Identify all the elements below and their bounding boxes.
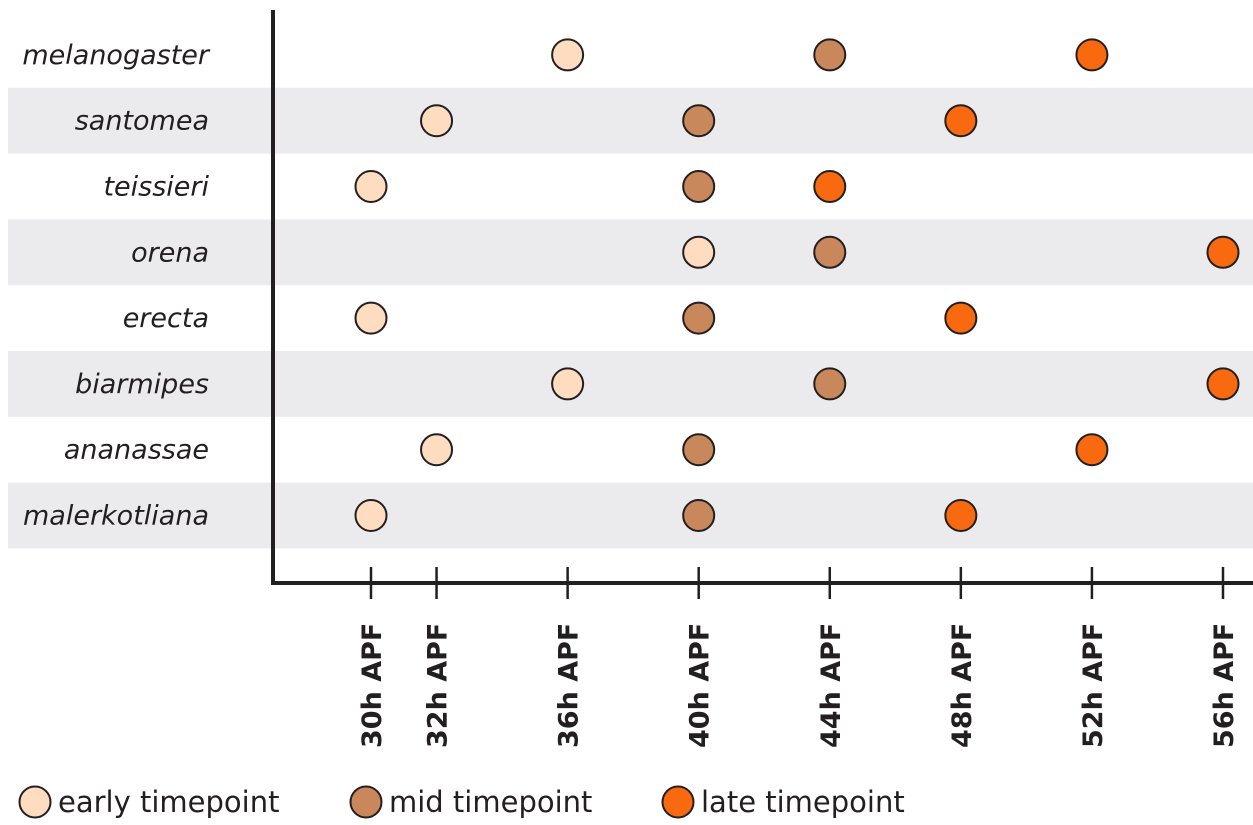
late-point-melanogaster: [1075, 38, 1109, 72]
early-point-orena: [682, 235, 716, 269]
mid-point-malerkotliana: [682, 499, 716, 532]
late-point-orena: [1206, 235, 1240, 269]
mid-point-ananassae: [682, 433, 716, 467]
row-label-malerkotliana: malerkotliana: [23, 501, 209, 532]
x-ticks: [369, 567, 1225, 599]
late-point-ananassae: [1075, 433, 1109, 467]
row-labels: melanogaster santomea teissieri orena erecta…: [22, 40, 211, 532]
row-label-ananassae: ananassae: [64, 435, 209, 466]
early-point-erecta: [354, 301, 388, 335]
x-tick-label-44: 44h APF: [816, 623, 847, 748]
row-label-santomea: santomea: [75, 106, 209, 137]
x-tick-label-30: 30h APF: [357, 623, 388, 748]
row-label-erecta: erecta: [123, 303, 209, 334]
row-label-biarmipes: biarmipes: [75, 369, 209, 400]
row-stripe-biarmipes: [8, 351, 1253, 417]
mid-point-santomea: [682, 104, 716, 138]
late-point-malerkotliana: [944, 499, 978, 532]
early-point-biarmipes: [551, 367, 585, 401]
x-tick-label-32: 32h APF: [423, 623, 454, 748]
legend-marker-late: [661, 785, 695, 819]
row-stripe-santomea: [8, 87, 1253, 154]
late-point-erecta: [944, 301, 978, 335]
mid-point-biarmipes: [813, 367, 847, 401]
x-tick-label-52: 52h APF: [1078, 623, 1109, 748]
late-point-biarmipes: [1206, 367, 1240, 401]
early-point-melanogaster: [551, 38, 585, 72]
legend: early timepoint mid timepoint late timepoi…: [18, 785, 905, 819]
x-tick-label-56: 56h APF: [1209, 623, 1240, 748]
axes: [271, 10, 1253, 585]
x-tick-label-48: 48h APF: [947, 623, 978, 748]
legend-label-early: early timepoint: [58, 785, 279, 819]
data-points: [354, 38, 1240, 532]
early-point-ananassae: [420, 433, 454, 467]
row-stripes: [8, 87, 1253, 549]
legend-marker-early: [18, 785, 52, 819]
late-point-santomea: [944, 104, 978, 138]
x-tick-labels: 30h APF 32h APF 36h APF 40h APF 44h APF 48h A…: [357, 623, 1240, 748]
early-point-teissieri: [354, 170, 388, 203]
mid-point-orena: [813, 235, 847, 269]
early-point-malerkotliana: [354, 499, 388, 532]
row-stripe-orena: [8, 219, 1253, 286]
row-stripe-malerkotliana: [8, 482, 1253, 549]
row-label-orena: orena: [131, 237, 209, 268]
mid-point-erecta: [682, 301, 716, 335]
row-label-teissieri: teissieri: [103, 172, 209, 203]
x-tick-label-40: 40h APF: [685, 623, 716, 748]
early-point-santomea: [420, 104, 454, 138]
legend-label-late: late timepoint: [701, 785, 905, 819]
mid-point-melanogaster: [813, 38, 847, 72]
legend-label-mid: mid timepoint: [389, 785, 592, 819]
row-label-melanogaster: melanogaster: [22, 40, 211, 71]
late-point-teissieri: [813, 170, 847, 203]
x-tick-label-36: 36h APF: [554, 623, 585, 748]
mid-point-teissieri: [682, 170, 716, 203]
legend-marker-mid: [349, 785, 383, 819]
